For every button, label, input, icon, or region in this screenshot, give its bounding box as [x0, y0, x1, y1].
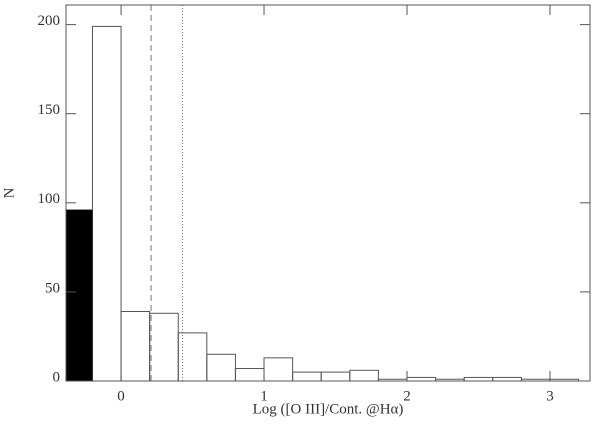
histogram-bar — [91, 25, 122, 382]
y-tick-label: 50 — [45, 280, 60, 296]
x-axis-label: Log ([O III]/Cont. @Hα) — [253, 401, 404, 417]
histogram-bar — [234, 368, 265, 382]
x-tick-label: 0 — [117, 388, 125, 404]
histogram-bar — [463, 376, 494, 382]
histogram-bar — [406, 376, 437, 382]
x-tick-label: 1 — [260, 388, 268, 404]
y-tick-label: 150 — [38, 102, 61, 118]
histogram-bar — [120, 311, 151, 382]
histogram-bar — [263, 357, 294, 382]
histogram-bar — [149, 312, 179, 382]
x-tick-label: 2 — [403, 388, 411, 404]
y-tick-label: 100 — [38, 191, 61, 207]
y-tick-label: 200 — [38, 13, 61, 29]
y-tick-label: 0 — [53, 369, 61, 385]
histogram-bar — [292, 371, 322, 382]
x-tick-label: 3 — [546, 388, 554, 404]
histogram-bar — [66, 209, 93, 381]
plot-frame — [65, 4, 591, 382]
histogram-bar — [349, 369, 379, 382]
histogram-bar — [206, 353, 236, 382]
y-axis-label: N — [1, 187, 17, 198]
histogram-bar — [320, 371, 351, 382]
histogram-bar — [492, 376, 522, 382]
